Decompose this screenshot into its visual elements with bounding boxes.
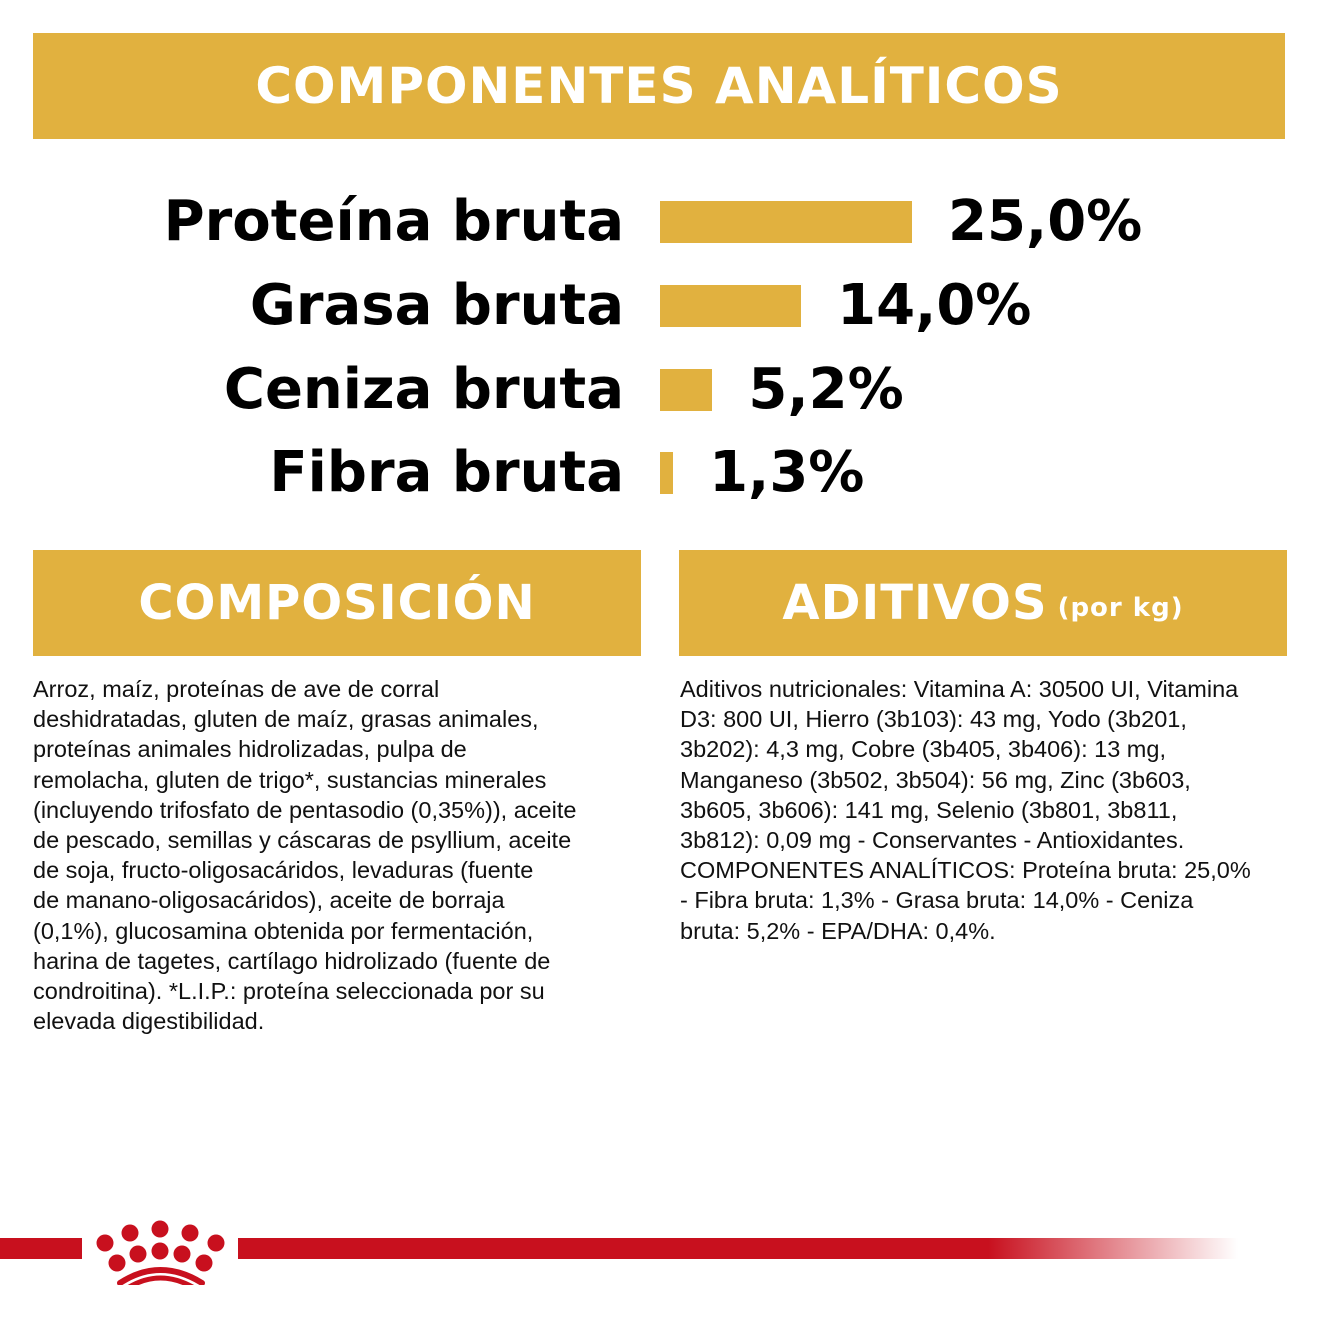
text-line: remolacha, gluten de trigo*, sustancias … [33,766,547,793]
text-line: 3b812): 0,09 mg - Conservantes - Antioxi… [680,827,1185,854]
analytic-bar [660,285,802,327]
additives-title: ADITIVOS [782,575,1048,631]
analytic-bar [660,201,912,243]
composition-header: COMPOSICIÓN [33,550,641,656]
text-line: (0,1%), glucosamina obtenida por ferment… [33,917,534,944]
analytics-title: COMPONENTES ANALÍTICOS [255,57,1063,115]
additives-header: ADITIVOS (por kg) [679,550,1287,656]
text-line: condroitina). *L.I.P.: proteína seleccio… [33,978,545,1005]
text-line: 3b605, 3b606): 141 mg, Selenio (3b801, 3… [680,796,1178,823]
brand-line-right [238,1238,1238,1259]
analytic-value: 5,2% [748,357,904,422]
additives-subtitle: (por kg) [1057,593,1184,623]
composition-title: COMPOSICIÓN [138,575,536,631]
text-line: bruta: 5,2% - EPA/DHA: 0,4%. [680,917,996,944]
analytics-header: COMPONENTES ANALÍTICOS [33,33,1285,139]
analytic-value: 25,0% [948,189,1143,254]
text-line: Manganeso (3b502, 3b504): 56 mg, Zinc (3… [680,766,1191,793]
text-line: COMPONENTES ANALÍTICOS: Proteína bruta: … [680,857,1251,884]
analytic-row: Grasa bruta 14,0% [0,276,1320,336]
text-line: 3b202): 4,3 mg, Cobre (3b405, 3b406): 13… [680,736,1166,763]
analytic-row: Proteína bruta 25,0% [0,192,1320,252]
royal-canin-crown-logo [96,1220,225,1285]
text-line: D3: 800 UI, Hierro (3b103): 43 mg, Yodo … [680,706,1187,733]
text-line: harina de tagetes, cartílago hidrolizado… [33,947,551,974]
text-line: - Fibra bruta: 1,3% - Grasa bruta: 14,0%… [680,887,1194,914]
analytic-label: Ceniza bruta [223,357,624,422]
analytic-bar [660,369,713,411]
analytic-label: Proteína bruta [163,189,624,254]
analytic-value: 1,3% [709,440,865,505]
text-line: Arroz, maíz, proteínas de ave de corral [33,676,440,702]
text-line: elevada digestibilidad. [33,1008,265,1035]
text-line: deshidratadas, gluten de maíz, grasas an… [33,706,539,733]
additives-text: Aditivos nutricionales: Vitamina A: 3050… [680,674,1251,946]
text-line: proteínas animales hidrolizadas, pulpa d… [33,736,467,763]
text-line: (incluyendo trifosfato de pentasodio (0,… [33,796,577,823]
text-line: Aditivos nutricionales: Vitamina A: 3050… [680,676,1239,702]
analytic-value: 14,0% [837,273,1032,338]
brand-line-left [0,1238,82,1259]
text-line: de soja, fructo-oligosacáridos, levadura… [33,857,534,884]
analytic-bar [660,452,674,494]
analytic-label: Grasa bruta [249,273,624,338]
text-line: de manano-oligosacáridos), aceite de bor… [33,887,505,914]
analytic-row: Ceniza bruta 5,2% [0,360,1320,420]
analytic-row: Fibra bruta 1,3% [0,443,1320,503]
text-line: de pescado, semillas y cáscaras de psyll… [33,827,572,854]
composition-text: Arroz, maíz, proteínas de ave de corral d… [33,674,576,1036]
analytic-label: Fibra bruta [269,440,624,505]
